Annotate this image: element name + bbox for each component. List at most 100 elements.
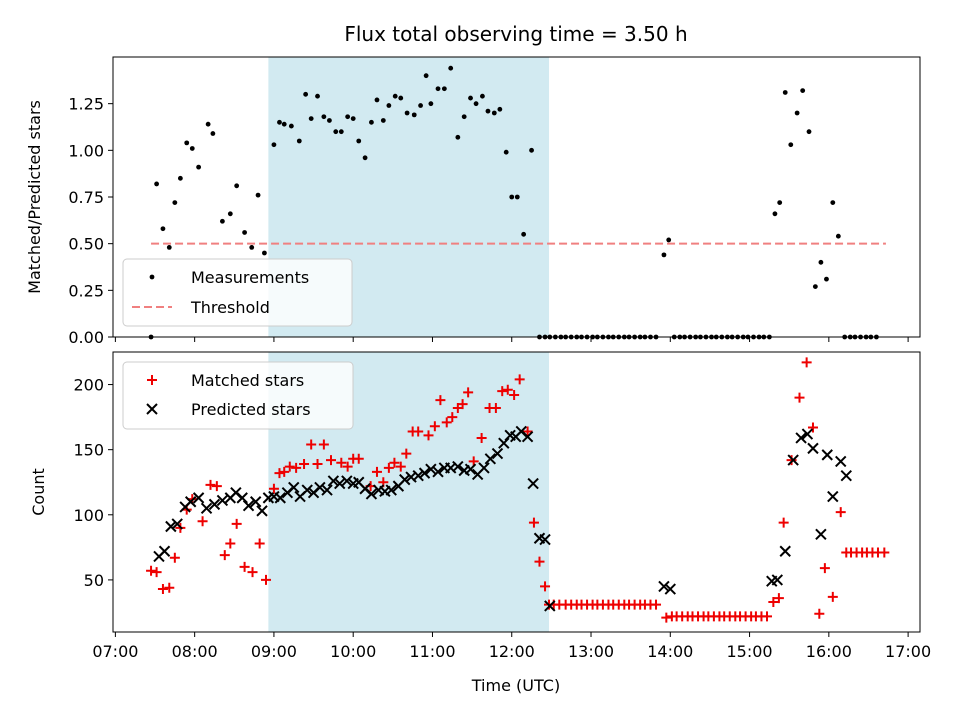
measurement-point [782, 90, 788, 95]
measurement-point [303, 91, 309, 97]
matched-star-point [435, 395, 446, 406]
predicted-star-point [821, 449, 833, 461]
matched-star-point [429, 421, 440, 432]
matched-star-point [239, 561, 250, 572]
top-y-tick-label: 1.00 [68, 141, 104, 160]
predicted-star-point [314, 481, 326, 494]
measurement-point [219, 218, 225, 224]
legend-label-measurements: Measurements [191, 268, 309, 287]
predicted-star-point [327, 475, 340, 487]
predicted-star-point [539, 533, 551, 546]
measurement-point [473, 101, 479, 107]
predicted-star-point [341, 475, 353, 487]
matched-star-point [312, 459, 323, 469]
matched-star-point [794, 392, 805, 403]
measurement-point [423, 73, 429, 79]
measurement-point [281, 121, 287, 127]
matched-star-point [509, 389, 520, 400]
measurement-point [800, 88, 806, 93]
measurement-point [503, 149, 509, 155]
matched-star-point [336, 457, 347, 468]
measurement-point [485, 108, 491, 114]
measurement-point [455, 134, 461, 140]
matched-star-point [762, 611, 773, 622]
matched-star-point [342, 461, 353, 472]
measurement-point [386, 103, 392, 108]
predicted-star-point [452, 460, 464, 473]
measurement-point [345, 114, 351, 120]
matched-star-point [528, 517, 539, 528]
predicted-star-point [216, 494, 229, 507]
predicted-star-point [242, 499, 255, 512]
predicted-star-point [165, 520, 177, 533]
matched-star-point [490, 403, 501, 413]
measurement-point [480, 93, 485, 99]
measurement-point [461, 114, 467, 120]
predicted-star-point [815, 528, 827, 541]
top-axes-frame [112, 56, 921, 338]
measurement-point [818, 259, 824, 265]
measurement-point [362, 155, 368, 161]
matched-star-point [383, 462, 394, 473]
bottom-y-tick-label: 100 [73, 506, 104, 525]
predicted-star-point [385, 484, 397, 496]
measurement-point [184, 140, 190, 146]
matched-star-point [169, 552, 180, 563]
measurement-point [308, 116, 314, 121]
matched-star-point [768, 597, 779, 608]
measurement-point [315, 93, 320, 99]
matched-star-point [413, 426, 424, 437]
x-tick-label: 15:00 [727, 642, 773, 661]
measurement-point [189, 146, 195, 151]
measurement-point [380, 118, 386, 123]
predicted-star-point [192, 492, 205, 504]
measurement-point [428, 101, 434, 107]
matched-star-point [827, 591, 838, 602]
measurement-point [794, 110, 800, 116]
measurement-point [160, 226, 166, 232]
legend-label-predicted: Predicted stars [191, 400, 311, 419]
bottom-y-tick-label: 50 [84, 571, 104, 590]
matched-star-point [211, 481, 222, 492]
matched-star-point [205, 479, 216, 490]
predicted-star-point [840, 470, 852, 482]
measurement-point [262, 250, 267, 256]
matched-star-point [497, 386, 508, 397]
matched-star-point [534, 556, 545, 567]
predicted-star-point [158, 545, 171, 557]
matched-star-point [146, 565, 157, 576]
matched-star-point [540, 581, 551, 592]
measurement-point [338, 129, 344, 135]
measurement-point [666, 237, 672, 243]
legend-label-threshold: Threshold [190, 298, 270, 317]
matched-star-point [260, 574, 271, 585]
measurement-point [227, 211, 233, 217]
measurement-point [812, 284, 818, 289]
matched-star-point [395, 461, 406, 472]
bottom-axes-frame [112, 351, 921, 633]
x-tick-label: 08:00 [172, 642, 218, 661]
measurement-point [497, 106, 503, 112]
predicted-star-point [807, 442, 819, 455]
measurement-point [661, 252, 667, 258]
predicted-star-point [399, 473, 411, 486]
x-tick-label: 07:00 [92, 642, 138, 661]
matched-star-point [786, 455, 797, 466]
matched-star-point [291, 462, 302, 473]
predicted-star-point [771, 574, 784, 586]
measurement-point [277, 119, 282, 125]
measurement-point [418, 103, 423, 108]
measurement-point [788, 142, 794, 148]
measurement-point [521, 231, 527, 237]
legend-marker-measurements [149, 274, 155, 280]
chart-title: Flux total observing time = 3.50 h [344, 22, 687, 46]
measurement-point [398, 95, 404, 101]
measurement-point [824, 276, 829, 282]
matched-star-point [389, 457, 400, 468]
measurement-point [327, 118, 332, 123]
matched-star-point [661, 612, 672, 623]
measurement-point [154, 181, 160, 187]
measurement-point [234, 183, 240, 189]
predicted-star-point [412, 470, 424, 482]
